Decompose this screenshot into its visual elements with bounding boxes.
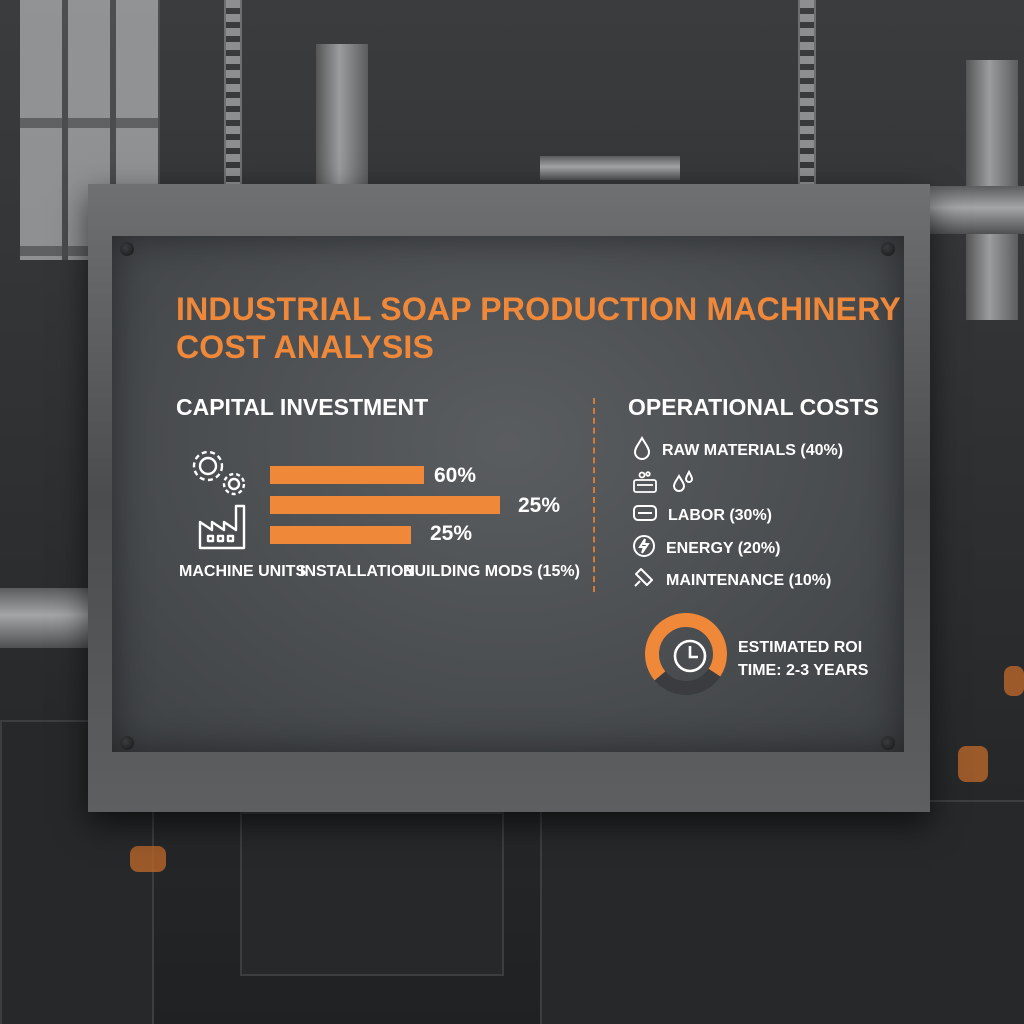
bolt <box>881 242 895 256</box>
op-item-label: ENERGY (20%) <box>666 539 781 557</box>
machine-center <box>240 812 504 976</box>
op-item-label: MAINTENANCE (10%) <box>666 571 832 589</box>
soap-icon <box>632 470 660 499</box>
title-line-2: COST ANALYSIS <box>176 329 435 365</box>
op-item-energy: ENERGY (20%) <box>632 534 780 563</box>
op-item-soap <box>632 469 706 499</box>
bar-value-label: 60% <box>434 464 477 487</box>
category-label: BUILDING MODS (15%) <box>403 563 580 580</box>
op-item-maintenance: MAINTENANCE (10%) <box>632 566 831 595</box>
capital-bar-building-mods <box>270 526 411 544</box>
lightning-icon <box>632 534 656 563</box>
bolt <box>881 736 895 750</box>
bolt <box>120 736 134 750</box>
title-line-1: INDUSTRIAL SOAP PRODUCTION MACHINERY <box>176 291 901 327</box>
bar-value-label: 25% <box>430 522 473 545</box>
bolt <box>120 242 134 256</box>
sign-panel <box>112 236 904 752</box>
section-divider <box>593 398 595 592</box>
hanging-chain <box>798 0 816 212</box>
capital-heading: CAPITAL INVESTMENT <box>176 394 429 420</box>
machine-right <box>540 800 1024 1024</box>
op-item-raw-materials: RAW MATERIALS (40%) <box>632 435 844 465</box>
droplet-icon <box>632 435 652 465</box>
orange-valve <box>1004 666 1024 696</box>
hanging-chain <box>224 0 242 212</box>
roi-line-2: TIME: 2-3 YEARS <box>738 662 869 679</box>
category-label: INSTALLATION <box>300 563 415 580</box>
roi-line-1: ESTIMATED ROI <box>738 639 863 656</box>
horizontal-pipe <box>540 156 680 180</box>
category-label: MACHINE UNITS <box>179 563 307 580</box>
orange-valve <box>958 746 988 782</box>
soap-bar-icon <box>632 502 658 529</box>
clock-icon <box>670 636 710 681</box>
factory-icon <box>196 502 252 555</box>
op-item-label: LABOR (30%) <box>668 506 773 524</box>
orange-valve <box>130 846 166 872</box>
op-item-label: RAW MATERIALS (40%) <box>662 441 844 459</box>
op-item-labor: LABOR (30%) <box>632 502 772 529</box>
vertical-pipe <box>316 44 368 194</box>
droplets-icon <box>670 469 696 499</box>
roi-text: ESTIMATED ROI TIME: 2-3 YEARS <box>738 636 868 682</box>
gears-icon <box>186 444 250 503</box>
sign-title: INDUSTRIAL SOAP PRODUCTION MACHINERY COS… <box>176 290 901 366</box>
capital-bar-installation <box>270 496 500 514</box>
capital-bar-machine-units <box>270 466 424 484</box>
operational-heading: OPERATIONAL COSTS <box>628 394 879 420</box>
wrench-icon <box>632 566 656 595</box>
horizontal-pipe <box>0 588 90 648</box>
bar-value-label: 25% <box>518 494 561 517</box>
roi-gauge <box>644 608 728 705</box>
